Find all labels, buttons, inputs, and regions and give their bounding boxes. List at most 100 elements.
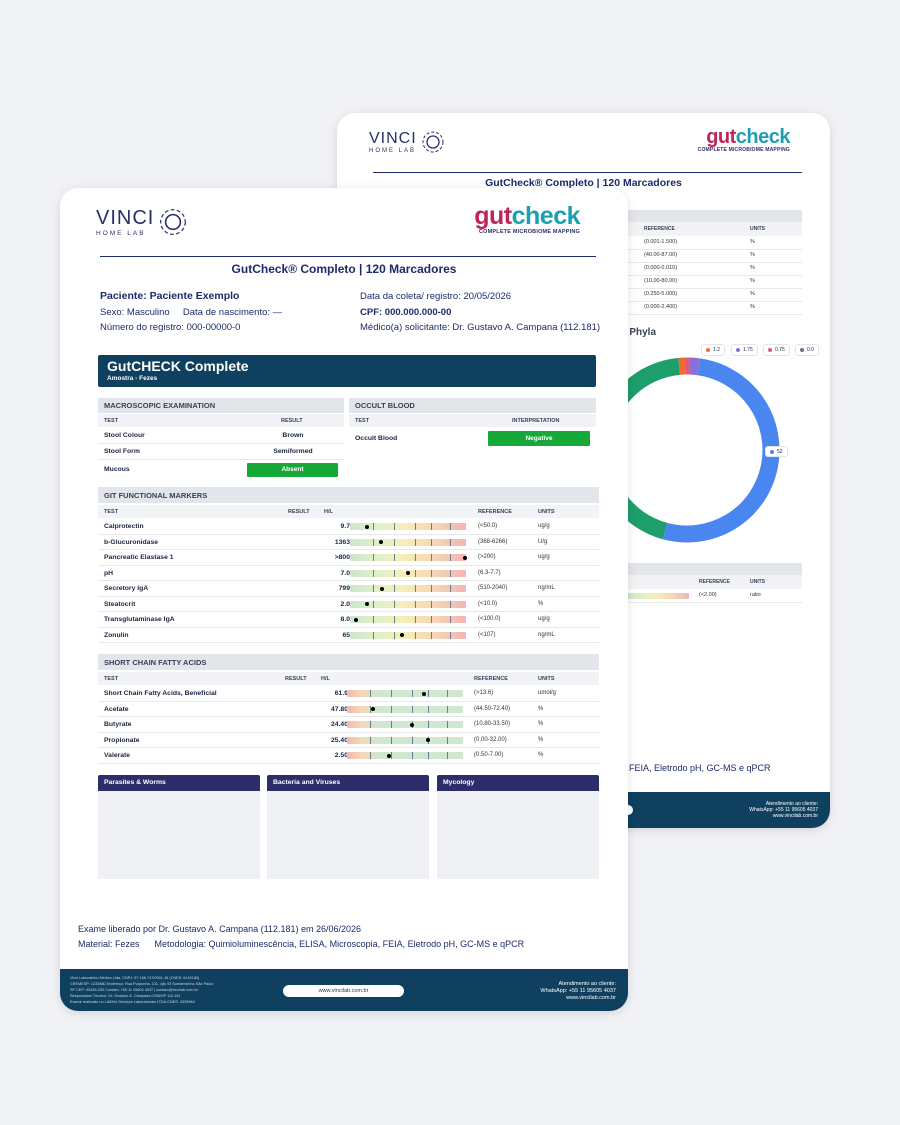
bar-tick — [431, 554, 433, 561]
legend-label: 0.0 — [807, 347, 814, 353]
git-level-marker — [462, 555, 467, 560]
git-test-label: Calprotectin — [104, 523, 144, 530]
bar-tick — [411, 736, 413, 744]
patient-sex-birth: Sexo: Masculino Data de nascimento: — — [100, 306, 283, 318]
bar-tick — [373, 600, 375, 608]
git-level-bar — [350, 631, 466, 639]
scfa-result-value: 24.40 — [330, 721, 348, 728]
ratio-bar — [627, 593, 689, 599]
phyla-legend-item: 0.0 — [795, 344, 819, 356]
phyla-legend-item: 0.75 — [763, 344, 790, 356]
donut-segment — [689, 357, 700, 376]
git-level-marker — [379, 540, 384, 544]
git-reference: (<100.0) — [478, 616, 501, 622]
scfa-units: % — [538, 736, 544, 743]
gutcheck-logo-check: check — [511, 202, 581, 230]
bar-tick — [394, 569, 396, 577]
git-level-marker — [400, 633, 405, 637]
collection-date: Data da coleta/ registro: 20/05/2026 — [360, 291, 512, 302]
back-row-reference: (10.00-80.00) — [644, 278, 678, 284]
ratio-col-units: UNITS — [750, 579, 765, 585]
scfa-row: Short Chain Fatty Acids, Beneficial 61.9 (… — [98, 686, 599, 702]
bar-tick — [428, 752, 430, 759]
macro-test-label: Mucous — [104, 466, 130, 473]
macro-result-value: Brown — [282, 432, 304, 439]
bar-tick — [373, 616, 375, 623]
scfa-level-marker — [386, 753, 391, 758]
vinci-logo: VINCI HOME LAB — [96, 206, 189, 238]
scfa-reference: (10.80-33.50) — [474, 721, 511, 727]
back-row-units: % — [750, 252, 755, 258]
git-units: ng/mL — [538, 585, 555, 591]
ratio-col-reference: REFERENCE — [699, 579, 730, 585]
donut-value-label: 52 — [765, 446, 788, 457]
git-row: Steatocrit 2.0 (<10.0)% — [98, 597, 599, 612]
release-info: Exame liberado por Dr. Gustavo A. Campan… — [78, 922, 524, 952]
phyla-legend-item: 1.75 — [731, 344, 758, 356]
vinci-logo: VINCI HOME LAB — [369, 129, 446, 155]
git-level-bar — [350, 616, 466, 623]
scfa-result-value: 2.50 — [334, 752, 348, 759]
bar-tick — [414, 569, 416, 577]
scfa-level-marker — [370, 707, 375, 711]
macro-col-test: TEST — [104, 418, 119, 424]
bar-tick — [449, 569, 451, 577]
patient-cpf: CPF: 000.000.000-00 — [360, 306, 452, 318]
bar-tick — [449, 616, 451, 623]
vinci-logo-word: VINCI — [96, 207, 155, 229]
bar-tick — [449, 600, 451, 608]
back-row-units: % — [750, 265, 755, 271]
git-reference: (6.3-7.7) — [478, 569, 501, 576]
legal-line: Exame realizado no LABHU Serviços Labora… — [70, 1000, 195, 1004]
back-footer-contact: Atendimento ao cliente: WhatsApp: +55 11… — [749, 801, 818, 819]
bar-tick — [431, 523, 433, 530]
bar-tick — [449, 554, 451, 561]
git-level-bar — [350, 554, 467, 561]
back-row-reference: (0.001-1.500) — [644, 239, 678, 245]
front-footer-contact: Atendimento ao cliente: WhatsApp: +55 11… — [540, 981, 616, 1002]
scfa-col-units: UNITS — [538, 676, 555, 682]
phyla-title: y Phyla — [621, 327, 657, 338]
scfa-test-label: Acetate — [104, 705, 129, 713]
scfa-level-bar — [347, 690, 463, 697]
donut-value-text: 52 — [777, 448, 783, 455]
bar-tick — [446, 721, 448, 728]
scfa-level-bar — [347, 705, 463, 713]
scfa-row: Butyrate 24.40 (10.80-33.50)% — [98, 717, 599, 733]
bar-tick — [414, 538, 416, 546]
git-test-label: Secretory IgA — [104, 585, 149, 592]
website-link[interactable]: www.vincilab.com.br — [283, 985, 404, 997]
back-contact-line-3: www.vincilab.com.br — [772, 813, 818, 819]
back-row-units: % — [750, 291, 755, 297]
back-method-text: FEIA, Eletrodo pH, GC-MS e qPCR — [629, 763, 771, 773]
scfa-col-test: TEST — [104, 676, 119, 682]
git-level-marker — [365, 602, 370, 606]
bar-tick — [391, 690, 393, 697]
bar-tick — [446, 690, 448, 697]
bar-tick — [391, 721, 393, 728]
git-units: ug/g — [538, 554, 550, 560]
git-result-value: 799 — [338, 585, 350, 592]
scfa-section-header: SHORT CHAIN FATTY ACIDS — [98, 654, 599, 670]
banner-title: GutCHECK Complete — [107, 358, 249, 374]
bar-tick — [373, 538, 375, 546]
gutcheck-logo: gutcheck COMPLETE MICROBIOME MAPPING — [698, 127, 791, 153]
git-row: Secretory IgA 799 (510-2040) ng/mL — [98, 581, 599, 597]
legend-swatch-icon — [736, 348, 740, 352]
occult-col-interpretation: INTERPRETATION — [512, 418, 560, 424]
bar-tick — [394, 616, 396, 623]
git-row: b-Glucuronidase 1363 (368-6266) U/g — [98, 535, 599, 550]
header-rule — [373, 172, 802, 173]
back-row-units: % — [750, 239, 755, 245]
scfa-units: umol/g — [538, 690, 557, 696]
bar-tick — [414, 554, 416, 561]
back-row-units: % — [750, 278, 755, 284]
legal-line: SP CEP: 05435-030 Contato: +55 11 95605 … — [70, 988, 198, 992]
git-row: pH 7.0 (6.3-7.7) — [98, 566, 599, 581]
scfa-units: % — [538, 705, 544, 712]
macro-row-mucous: Mucous — [98, 461, 344, 479]
macro-result-value: Semiformed — [273, 448, 313, 455]
bar-tick — [449, 523, 451, 530]
git-level-bar — [350, 523, 466, 530]
bar-tick — [394, 523, 396, 530]
